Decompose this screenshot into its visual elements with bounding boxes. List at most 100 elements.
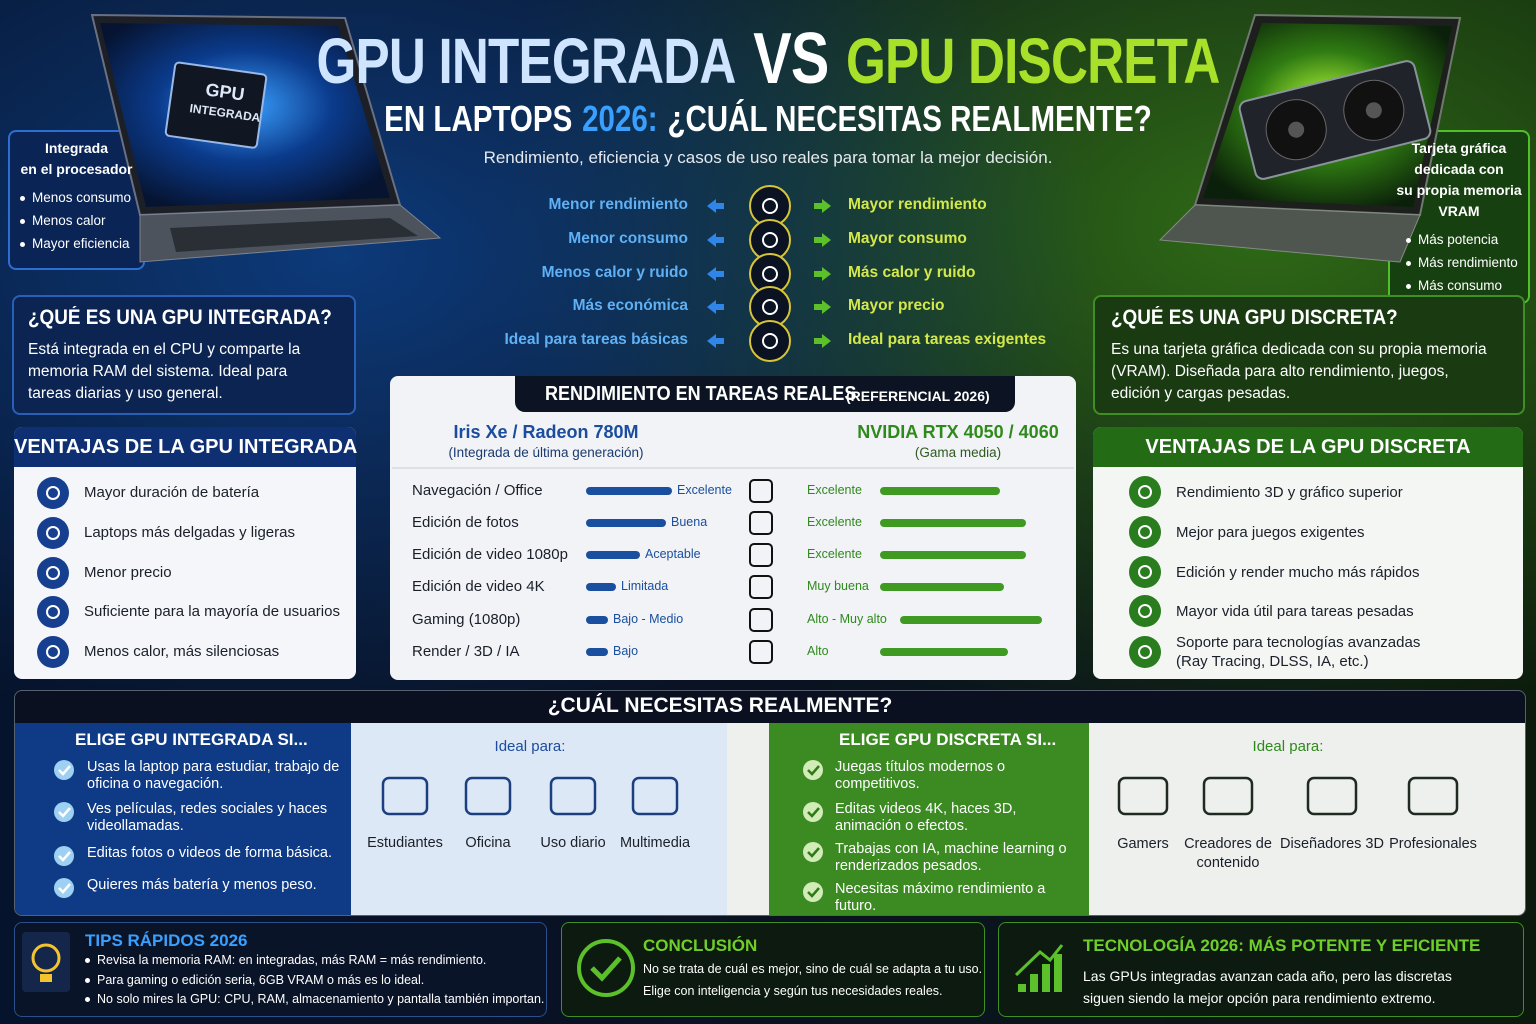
perf-icon xyxy=(749,479,773,503)
perf-bar-integrated xyxy=(586,583,616,591)
tips-title: TIPS RÁPIDOS 2026 xyxy=(85,931,248,950)
user-label: Gamers xyxy=(1117,836,1169,852)
perf-bar-discrete xyxy=(880,648,1008,656)
perf-bar-integrated xyxy=(586,519,666,527)
subtitle-part: 2026: xyxy=(582,98,658,139)
callout-item: Más rendimiento xyxy=(1406,255,1518,270)
check-mark xyxy=(58,851,71,862)
arrow-right xyxy=(814,233,831,247)
adv-icon xyxy=(1129,516,1161,548)
perf-icon xyxy=(749,511,773,535)
ideal-label: Ideal para: xyxy=(494,738,566,755)
choose-item: Juegas títulos modernos o competitivos. xyxy=(835,759,1006,792)
perf-task: Render / 3D / IA xyxy=(412,643,520,660)
comparison-left: Menor rendimiento xyxy=(548,196,688,213)
check-mark xyxy=(58,765,71,776)
perf-rating-discrete: Alto xyxy=(807,644,829,658)
comparison-right: Mayor rendimiento xyxy=(848,196,987,213)
callout-item: Más potencia xyxy=(1406,232,1498,247)
comparison-icon-core xyxy=(762,299,778,315)
perf-bar-integrated xyxy=(586,487,672,495)
conclusion-title: CONCLUSIÓN xyxy=(643,936,758,955)
arrow-right xyxy=(814,199,831,213)
user-icon xyxy=(1306,776,1358,816)
choose-panel xyxy=(14,690,1526,916)
check-mark xyxy=(807,765,820,776)
check-mark xyxy=(807,887,820,898)
adv-item: Mayor duración de batería xyxy=(84,484,260,501)
choose-title: ¿CUÁL NECESITAS REALMENTE? xyxy=(547,694,893,717)
laptop-left xyxy=(90,13,442,263)
perf-rating-discrete: Alto - Muy alto xyxy=(807,612,887,626)
tips-icon-bg xyxy=(22,932,70,992)
perf-icon xyxy=(749,640,773,664)
performance-tab xyxy=(515,376,1015,412)
tech-icon-arrow xyxy=(1014,944,1064,977)
subtitle-part: ¿CUÁL NECESITAS REALMENTE? xyxy=(667,98,1152,139)
user-icon xyxy=(1407,776,1459,816)
adv-item: Laptops más delgadas y ligeras xyxy=(84,524,295,541)
adv-item: Rendimiento 3D y gráfico superior xyxy=(1176,484,1403,501)
perf-rating-integrated: Limitada xyxy=(621,579,669,593)
user-label: Diseñadores 3D xyxy=(1280,836,1384,852)
perf-rating-discrete: Excelente xyxy=(807,483,862,497)
adv-icon-core xyxy=(46,645,60,659)
user-icon xyxy=(381,776,429,816)
arrow-left xyxy=(707,267,724,281)
user-label: Uso diario xyxy=(540,835,606,851)
perf-icon xyxy=(749,608,773,632)
user-label: Creadores de contenido xyxy=(1184,836,1272,871)
laptop-right xyxy=(1158,13,1462,263)
callout-item: Menos calor xyxy=(20,213,106,228)
bulb-base xyxy=(40,974,52,982)
user-icon xyxy=(464,776,512,816)
check xyxy=(54,760,74,780)
perf-rating-integrated: Aceptable xyxy=(645,547,701,561)
tips-item: No solo mires la GPU: CPU, RAM, almacena… xyxy=(85,992,544,1006)
conclusion-check xyxy=(590,956,622,982)
comparison-right: Mayor consumo xyxy=(848,230,967,247)
conclusion-text: No se trata de cuál es mejor, sino de cu… xyxy=(643,962,983,976)
perf-bar-integrated xyxy=(586,648,608,656)
comparison-left: Menos calor y ruido xyxy=(541,264,688,281)
choose-item: Quieres más batería y menos peso. xyxy=(87,877,317,893)
def-title: ¿QUÉ ES UNA GPU DISCRETA? xyxy=(1111,306,1398,329)
technology-text: Las GPUs integradas avanzan cada año, pe… xyxy=(1083,968,1452,1006)
adv-icon xyxy=(37,636,69,668)
adv-item: Edición y render mucho más rápidos xyxy=(1176,564,1420,581)
perf-task: Gaming (1080p) xyxy=(412,611,521,628)
callout-title: VRAM xyxy=(1438,203,1480,219)
perf-rating-discrete: Muy buena xyxy=(807,579,869,593)
perf-left-sub: (Integrada de última generación) xyxy=(448,445,644,460)
adv-icon-core xyxy=(1138,645,1152,659)
adv-icon-core xyxy=(1138,525,1152,539)
adv-icon xyxy=(1129,636,1161,668)
perf-bar-integrated xyxy=(586,551,640,559)
adv-icon xyxy=(37,596,69,628)
arrow-left xyxy=(707,300,724,314)
adv-title: VENTAJAS DE LA GPU DISCRETA xyxy=(1145,436,1471,458)
adv-icon xyxy=(1129,556,1161,588)
user-icon xyxy=(631,776,679,816)
choose-item: Necesitas máximo rendimiento a futuro. xyxy=(835,881,1046,914)
callout-title: su propia memoria xyxy=(1396,182,1522,198)
adv-item: Mayor vida útil para tareas pesadas xyxy=(1176,603,1414,620)
callout-title: Integrada xyxy=(44,140,108,156)
user-label: Profesionales xyxy=(1389,836,1477,852)
tips-item: Revisa la memoria RAM: en integradas, má… xyxy=(85,953,486,967)
check xyxy=(54,846,74,866)
tech-icon-bar xyxy=(1030,974,1038,992)
check xyxy=(54,878,74,898)
def-title: ¿QUÉ ES UNA GPU INTEGRADA? xyxy=(28,306,332,329)
arrow-right xyxy=(814,300,831,314)
comparison-left: Ideal para tareas básicas xyxy=(504,331,688,348)
check-mark xyxy=(807,847,820,858)
perf-bar-discrete xyxy=(880,487,1000,495)
def-discrete xyxy=(1093,295,1525,415)
callout-item: Mayor eficiencia xyxy=(20,236,130,251)
comparison-icon xyxy=(749,320,791,362)
adv-integrated xyxy=(14,427,356,679)
perf-icon xyxy=(749,575,773,599)
technology-title: TECNOLOGÍA 2026: MÁS POTENTE Y EFICIENTE xyxy=(1083,936,1481,955)
title-row: GPU INTEGRADA VS GPU DISCRETA xyxy=(154,18,1383,100)
